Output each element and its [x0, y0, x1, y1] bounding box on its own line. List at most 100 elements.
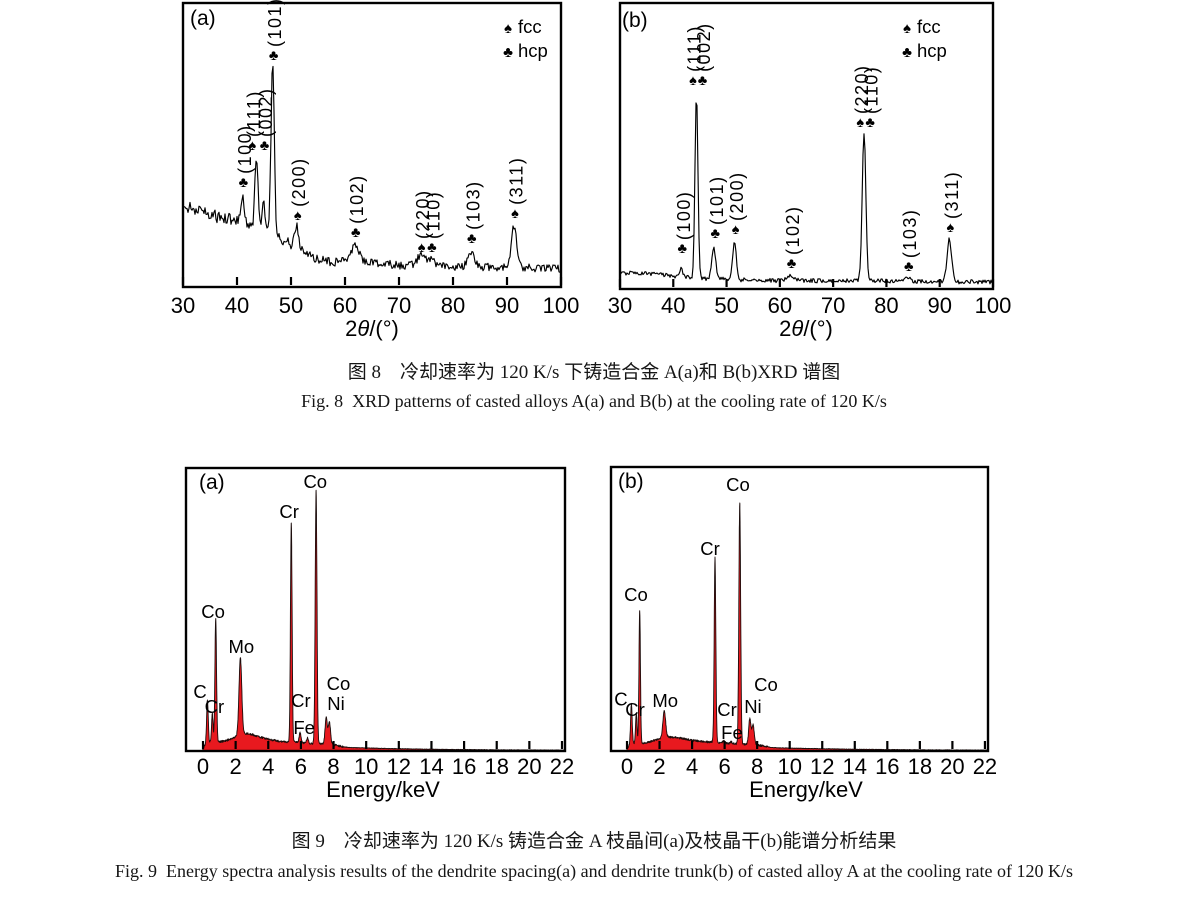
spade-icon-xrd-a-(200): ♠ [294, 208, 302, 224]
eds-a-x-axis-label: Energy/keV [326, 777, 440, 802]
eds-a-element-label-Co-7: Co [303, 471, 327, 492]
eds-a-element-label-C-0: C [193, 681, 206, 702]
club-icon-xrd-a-(101): ♣ [269, 48, 279, 64]
figure8-caption-en: Fig. 8 XRD patterns of casted alloys A(a… [301, 391, 887, 411]
eds-b-element-label-Co-7: Co [726, 474, 750, 495]
xrd-a-peak-label-(103): (103) [463, 180, 483, 230]
xrd-a-tick-label-100: 100 [543, 293, 580, 318]
xrd-a-panel-letter: (a) [190, 7, 216, 30]
club-icon-xrd-b-(101): ♣ [711, 226, 721, 242]
xrd-b-legend-label-fcc: fcc [917, 16, 941, 37]
club-icon-xrd-b-(110): ♣ [865, 115, 875, 131]
eds-b-element-label-Cr-1: Cr [625, 699, 645, 720]
xrd-a-peak-label-(100): (100) [235, 124, 255, 174]
eds-b-tick-label-10: 10 [777, 754, 801, 779]
eds-a-element-label-Ni-9: Ni [327, 693, 344, 714]
eds-b-panel-letter: (b) [618, 470, 644, 493]
xrd-b-peak-label-(102): (102) [783, 205, 803, 255]
club-icon-xrd-a-(110): ♣ [427, 240, 437, 256]
xrd-a-peak-label-(111): (111) [244, 90, 264, 137]
eds-a-tick-label-0: 0 [197, 754, 209, 779]
eds-a-tick-label-2: 2 [230, 754, 242, 779]
eds-a-tick-label-10: 10 [354, 754, 378, 779]
eds-b-tick-label-8: 8 [751, 754, 763, 779]
eds-b-tick-label-16: 16 [875, 754, 899, 779]
xrd-b-tick-label-80: 80 [874, 293, 898, 318]
xrd-b-frame [618, 1, 995, 291]
xrd-b-x-axis-label: 2θ/(°) [779, 316, 833, 341]
xrd-a-tick-label-50: 50 [279, 293, 303, 318]
eds-b-spectrum-area [610, 502, 989, 752]
xrd-a-tick-label-80: 80 [441, 293, 465, 318]
eds-b-tick-label-14: 14 [843, 754, 867, 779]
eds-a-tick-label-22: 22 [550, 754, 574, 779]
eds-b-element-label-Mo-3: Mo [652, 690, 678, 711]
eds-a-spectrum-area [185, 489, 566, 752]
xrd-a-tick-label-30: 30 [171, 293, 195, 318]
spade-icon-legend-xrd-a: ♠ [504, 20, 512, 37]
eds-b-element-label-Co-2: Co [624, 584, 648, 605]
eds-a-tick-label-14: 14 [419, 754, 443, 779]
club-icon-xrd-a-(002): ♣ [260, 138, 270, 154]
xrd-a-peak-label-(101): (101) [265, 0, 285, 47]
xrd-b-curve [620, 102, 993, 285]
figure9-caption-zh: 图 9 冷却速率为 120 K/s 铸造合金 A 枝晶间(a)及枝晶干(b)能谱… [291, 831, 897, 852]
xrd-b-tick-label-100: 100 [975, 293, 1012, 318]
eds-b-tick-label-22: 22 [973, 754, 997, 779]
eds-a-tick-label-8: 8 [327, 754, 339, 779]
eds-a-tick-label-12: 12 [387, 754, 411, 779]
eds-b-tick-label-2: 2 [653, 754, 665, 779]
eds-b-x-axis-label: Energy/keV [749, 777, 863, 802]
spade-icon-xrd-b-(200): ♠ [732, 222, 740, 238]
xrd-a-tick-label-60: 60 [333, 293, 357, 318]
eds-a-element-label-Cr-5: Cr [291, 690, 311, 711]
xrd-b-legend-label-hcp: hcp [917, 40, 947, 61]
eds-a-element-label-Co-8: Co [327, 673, 351, 694]
eds-b-tick-label-0: 0 [621, 754, 633, 779]
club-icon-xrd-a-(102): ♣ [351, 225, 361, 241]
xrd-b-tick-label-60: 60 [768, 293, 792, 318]
eds-a-tick-label-6: 6 [295, 754, 307, 779]
xrd-a-peak-label-(311): (311) [507, 157, 527, 205]
xrd-a-frame [181, 1, 563, 289]
club-icon-xrd-b-(103): ♣ [904, 259, 914, 275]
eds-b-tick-label-4: 4 [686, 754, 698, 779]
xrd-b-tick-label-50: 50 [714, 293, 738, 318]
xrd-b-peak-label-(111): (111) [684, 25, 704, 72]
xrd-a-peak-label-(200): (200) [289, 157, 309, 207]
eds-a-element-label-Fe-6: Fe [293, 717, 315, 738]
eds-a-element-label-Cr-4: Cr [279, 501, 299, 522]
spade-icon-xrd-b-(111): ♠ [689, 73, 697, 89]
eds-b-tick-label-18: 18 [908, 754, 932, 779]
eds-a-element-label-Mo-3: Mo [228, 636, 254, 657]
xrd-a-peak-label-(102): (102) [347, 174, 367, 224]
xrd-b-peak-label-(100): (100) [674, 191, 694, 241]
spade-icon-xrd-b-(220): ♠ [856, 115, 864, 131]
xrd-a-peak-label-(220): (220) [413, 189, 433, 239]
xrd-panel-b: ♣(100)♠(111)♣(002)♣(101)♠(200)♣(102)♠(22… [608, 1, 1012, 341]
eds-b-element-label-Ni-9: Ni [744, 696, 761, 717]
eds-a-frame [184, 466, 567, 753]
xrd-a-legend-label-hcp: hcp [518, 40, 548, 61]
xrd-b-tick-label-90: 90 [927, 293, 951, 318]
spade-icon-xrd-a-(111): ♠ [248, 138, 256, 154]
eds-b-element-label-Cr-4: Cr [700, 538, 720, 559]
club-icon-xrd-a-(100): ♣ [239, 175, 249, 191]
xrd-b-peak-label-(110): (110) [862, 66, 882, 114]
xrd-b-peak-label-(220): (220) [852, 64, 872, 114]
xrd-a-peak-label-(110): (110) [423, 191, 443, 239]
spade-icon-legend-xrd-b: ♠ [903, 20, 911, 37]
club-icon-xrd-b-(102): ♣ [787, 256, 797, 272]
club-icon-legend-xrd-a: ♣ [503, 44, 513, 61]
club-icon-xrd-a-(103): ♣ [467, 231, 477, 247]
eds-b-element-label-Co-8: Co [754, 674, 778, 695]
xrd-a-tick-label-70: 70 [387, 293, 411, 318]
eds-a-element-label-Co-2: Co [201, 601, 225, 622]
xrd-a-curve [183, 65, 561, 273]
eds-b-element-label-Cr-5: Cr [717, 699, 737, 720]
club-icon-xrd-b-(002): ♣ [698, 73, 708, 89]
xrd-b-peak-label-(103): (103) [900, 209, 920, 259]
